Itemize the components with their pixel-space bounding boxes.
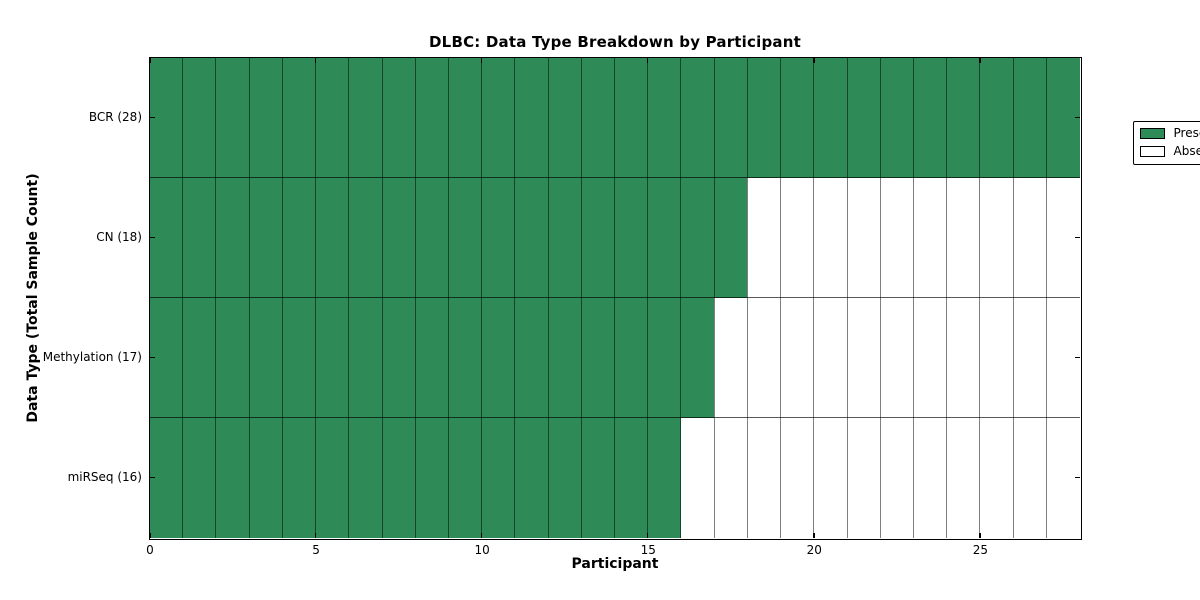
x-tick-mark-top — [813, 57, 815, 63]
x-tick-mark-top — [314, 57, 317, 63]
legend-swatch-absent — [1139, 145, 1165, 157]
x-tick-mark-bottom — [314, 532, 317, 538]
x-tick-label: 10 — [474, 543, 490, 557]
y-tick-label: BCR (28) — [88, 110, 142, 124]
y-tick-label: CN (18) — [96, 230, 142, 244]
x-tick-label: 0 — [146, 543, 154, 557]
grid-line-horizontal — [149, 176, 1080, 179]
y-tick-mark-right — [1074, 356, 1080, 359]
x-tick-label: 15 — [640, 543, 656, 557]
legend: Present Absent — [1132, 120, 1200, 165]
x-tick-mark-bottom — [480, 532, 483, 538]
y-tick-label: Methylation (17) — [42, 350, 142, 364]
legend-entry-absent: Absent — [1139, 143, 1200, 158]
chart-title: DLBC: Data Type Breakdown by Participant — [429, 33, 801, 51]
x-tick-mark-top — [149, 57, 151, 63]
grid-line-horizontal — [149, 296, 1080, 299]
x-tick-mark-bottom — [813, 532, 815, 538]
y-tick-mark-right — [1074, 476, 1080, 479]
present-bar-methylation — [149, 297, 715, 418]
legend-swatch-present — [1139, 127, 1165, 139]
y-tick-mark-left — [149, 476, 155, 479]
y-tick-mark-left — [149, 116, 155, 119]
x-axis-label: Participant — [571, 556, 659, 572]
legend-entry-present: Present — [1139, 125, 1200, 140]
legend-label: Absent — [1173, 143, 1200, 158]
x-tick-mark-bottom — [979, 532, 981, 538]
x-tick-label: 20 — [806, 543, 822, 557]
y-tick-label: miRSeq (16) — [67, 470, 142, 484]
x-tick-mark-top — [646, 57, 649, 63]
x-tick-mark-top — [979, 57, 981, 63]
x-tick-mark-bottom — [149, 532, 151, 538]
y-tick-mark-left — [149, 356, 155, 359]
y-tick-mark-right — [1074, 236, 1080, 239]
plot-area: Present Absent — [148, 56, 1200, 540]
grid-line-horizontal — [149, 416, 1080, 419]
y-axis-label: Data Type (Total Sample Count) — [25, 173, 41, 423]
y-tick-mark-left — [149, 236, 155, 239]
x-tick-label: 25 — [972, 543, 988, 557]
x-tick-mark-top — [480, 57, 483, 63]
legend-label: Present — [1173, 125, 1200, 140]
x-tick-mark-bottom — [646, 532, 649, 538]
y-tick-mark-right — [1074, 116, 1080, 119]
x-tick-label: 5 — [312, 543, 320, 557]
